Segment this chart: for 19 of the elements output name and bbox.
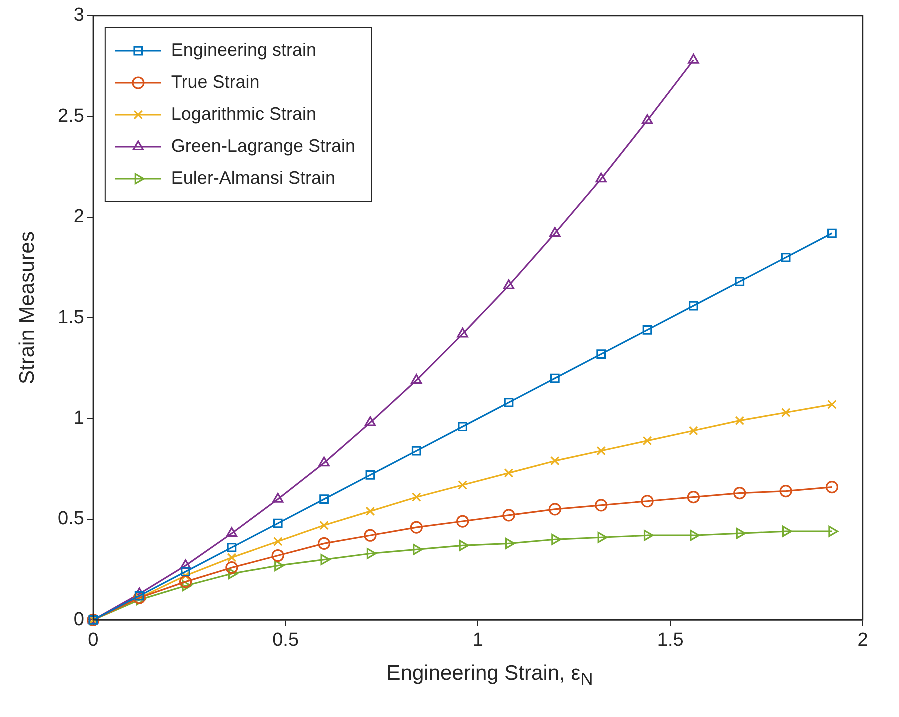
y-tick-label: 3 <box>74 5 84 26</box>
legend-label: Logarithmic Strain <box>171 104 316 124</box>
x-tick-label: 1.5 <box>657 630 684 651</box>
x-tick-label: 2 <box>858 630 868 651</box>
x-tick-label: 0.5 <box>272 630 300 651</box>
legend-label: Euler-Almansi Strain <box>171 168 336 188</box>
x-tick-label: 0 <box>88 630 99 651</box>
y-tick-label: 0 <box>74 609 84 630</box>
y-tick-label: 1 <box>74 408 84 430</box>
y-axis-title: Strain Measures <box>16 232 40 384</box>
legend-label: Green-Lagrange Strain <box>171 136 356 156</box>
y-tick-label: 1.5 <box>58 307 84 328</box>
y-tick-label: 2 <box>74 206 84 228</box>
x-tick-label: 1 <box>472 630 484 651</box>
x-axis-title: Engineering Strain, ε$_{N}$ <box>386 662 594 690</box>
legend-label: Engineering strain <box>171 40 317 60</box>
legend-label: True Strain <box>171 72 260 92</box>
y-tick-label: 0.5 <box>58 508 84 530</box>
y-tick-label: 2.5 <box>58 106 84 127</box>
